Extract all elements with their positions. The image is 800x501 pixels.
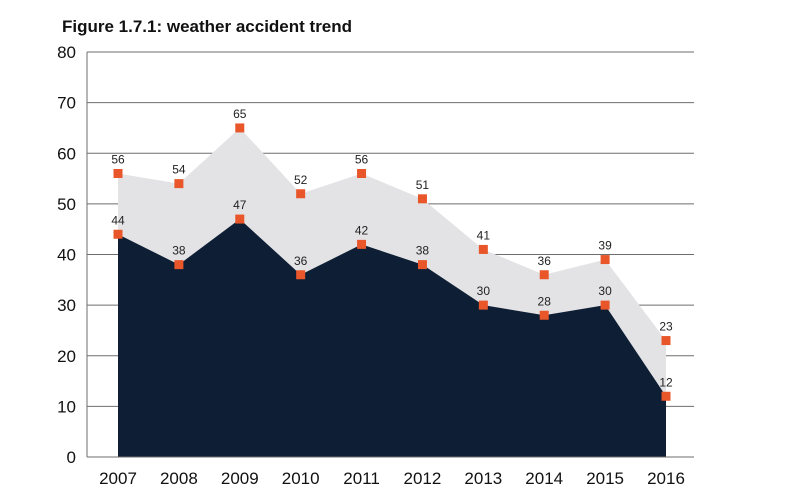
data-label-s2-2012: 38	[416, 244, 430, 258]
x-tick-label-2011: 2011	[343, 469, 380, 488]
data-point-s2-2013	[478, 300, 488, 310]
data-point-s2-2009	[235, 214, 245, 224]
data-point-s1-2011	[357, 169, 367, 178]
data-label-s2-2016: 12	[659, 375, 673, 389]
data-label-s1-2015: 39	[598, 239, 612, 253]
data-label-s2-2007: 44	[111, 213, 125, 227]
y-tick-label-50: 50	[57, 195, 76, 214]
data-label-s1-2012: 51	[416, 178, 430, 192]
data-label-s2-2013: 30	[477, 284, 491, 298]
data-label-s1-2011: 56	[355, 153, 369, 167]
y-tick-label-80: 80	[57, 43, 76, 62]
data-point-s1-2007	[113, 169, 123, 178]
data-point-s1-2008	[174, 179, 184, 189]
y-tick-label-60: 60	[57, 144, 76, 163]
data-labels: 56 54 65 52 56 51 41 36 39 23 44 38 47 36 42 38 30 28 30 12	[111, 107, 673, 389]
data-label-s2-2010: 36	[294, 254, 308, 268]
y-tick-label-40: 40	[57, 246, 76, 265]
axis-lines	[86, 52, 694, 458]
data-label-s1-2009: 65	[233, 107, 247, 121]
x-tick-label-2010: 2010	[282, 469, 320, 488]
y-tick-label-10: 10	[57, 397, 76, 416]
y-tick-label-0: 0	[67, 448, 76, 467]
x-axis-ticks: 2007 2008 2009 2010 2011 2012 2013 2014 2015 2016	[99, 469, 685, 488]
data-point-s1-2013	[478, 244, 488, 254]
y-tick-label-20: 20	[57, 347, 76, 366]
data-label-s2-2014: 28	[538, 294, 552, 308]
y-axis-ticks: 0 10 20 30 40 50 60 70 80	[57, 43, 76, 467]
data-point-s2-2007	[113, 229, 123, 239]
x-tick-label-2012: 2012	[404, 469, 442, 488]
data-point-s2-2016	[661, 391, 671, 401]
data-label-s2-2009: 47	[233, 198, 247, 212]
data-point-s1-2016	[661, 336, 671, 346]
data-point-s2-2010	[296, 270, 306, 280]
data-point-s1-2014	[539, 270, 549, 280]
x-tick-label-2009: 2009	[221, 469, 259, 488]
data-label-s1-2010: 52	[294, 173, 308, 187]
data-point-s1-2015	[600, 255, 610, 265]
data-label-s2-2008: 38	[172, 244, 186, 258]
y-tick-label-30: 30	[57, 296, 76, 315]
area-series	[118, 127, 666, 457]
data-label-s1-2014: 36	[538, 254, 552, 268]
data-label-s1-2008: 54	[172, 163, 186, 177]
data-markers	[113, 123, 671, 401]
data-point-s1-2009	[235, 123, 245, 133]
x-tick-label-2008: 2008	[160, 469, 198, 488]
x-tick-label-2013: 2013	[464, 469, 502, 488]
x-tick-label-2016: 2016	[647, 469, 685, 488]
x-tick-label-2015: 2015	[586, 469, 624, 488]
chart-title: Figure 1.7.1: weather accident trend	[62, 17, 353, 36]
data-point-s2-2014	[539, 310, 549, 320]
data-point-s1-2012	[417, 194, 427, 204]
data-label-s1-2007: 56	[111, 153, 125, 167]
data-point-s1-2010	[296, 189, 306, 199]
area-series-2	[118, 219, 666, 457]
x-tick-label-2007: 2007	[99, 469, 137, 488]
data-point-s2-2012	[417, 260, 427, 270]
x-tick-label-2014: 2014	[525, 469, 563, 488]
data-point-s2-2008	[174, 260, 184, 270]
data-label-s2-2015: 30	[598, 284, 612, 298]
data-point-s2-2015	[600, 300, 610, 310]
data-label-s1-2013: 41	[477, 228, 491, 242]
y-tick-label-70: 70	[57, 94, 76, 113]
data-label-s1-2016: 23	[659, 320, 673, 334]
data-point-s2-2011	[357, 239, 367, 249]
data-label-s2-2011: 42	[355, 223, 369, 237]
